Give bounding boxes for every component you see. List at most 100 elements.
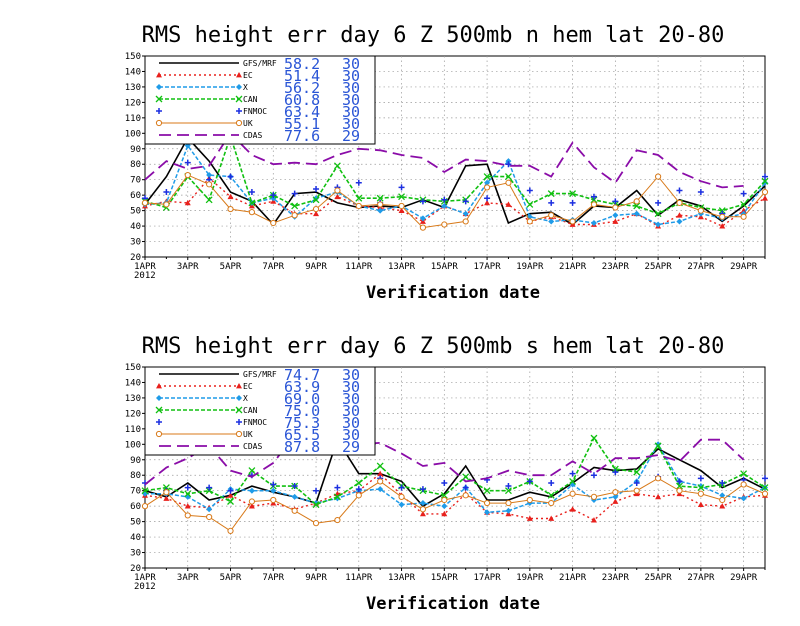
legend-series-name: UK [243, 119, 253, 128]
data-point [312, 205, 320, 213]
data-point [762, 179, 768, 186]
data-point [334, 193, 341, 200]
data-point [291, 212, 298, 219]
legend-series-mean: 60.8 [284, 91, 320, 109]
legend-series-count: 30 [342, 55, 360, 73]
data-point [505, 158, 512, 165]
data-point [484, 199, 491, 206]
data-point [740, 481, 747, 488]
data-point [548, 479, 555, 486]
y-tick-label: 140 [125, 378, 141, 388]
data-point [156, 108, 162, 114]
data-point [236, 383, 242, 389]
legend-series-count: 30 [342, 426, 360, 444]
series-gfs-mrf [144, 136, 766, 226]
data-point [313, 210, 320, 217]
x-tick-label: 17APR [474, 262, 502, 272]
data-point [156, 383, 162, 389]
data-point [419, 506, 427, 513]
data-point [419, 500, 426, 507]
data-point [270, 481, 277, 488]
data-point [719, 213, 726, 220]
x-tick-label: 7APR [262, 262, 284, 272]
data-point [526, 200, 534, 208]
data-point [398, 207, 405, 214]
data-point [548, 499, 555, 507]
data-point [291, 507, 298, 514]
data-point [484, 509, 491, 516]
data-point [462, 198, 469, 205]
data-point [398, 501, 405, 508]
legend-series-mean: 51.4 [284, 67, 320, 85]
data-point [697, 490, 704, 497]
data-point [590, 493, 598, 500]
data-point [697, 475, 704, 482]
data-point [163, 489, 170, 496]
data-point [441, 479, 448, 486]
series-line [144, 437, 766, 508]
legend-series-name: CAN [243, 406, 258, 415]
data-point [313, 185, 320, 192]
data-point [312, 520, 320, 527]
data-point [333, 493, 341, 501]
data-point [761, 177, 769, 185]
legend-series-name: GFS/MRF [243, 370, 277, 379]
data-point [334, 187, 341, 194]
data-point [740, 200, 748, 208]
y-tick-label: 120 [125, 409, 141, 419]
legend-series-name: EC [243, 71, 253, 80]
data-point [526, 478, 533, 485]
data-point [505, 499, 512, 507]
data-point [548, 218, 555, 225]
data-point [236, 84, 242, 90]
data-point [291, 483, 298, 490]
series-line [144, 133, 766, 215]
data-point [398, 202, 405, 210]
series-line [145, 442, 766, 514]
data-point [505, 507, 512, 514]
data-point [590, 434, 598, 442]
y-tick-label: 100 [125, 440, 141, 450]
y-tick-label: 60 [130, 191, 141, 201]
data-point [419, 510, 426, 517]
x-tick-label: 9APR [305, 573, 327, 583]
data-point [484, 195, 491, 202]
y-tick-label: 110 [125, 114, 141, 124]
data-point [419, 215, 426, 222]
data-point [227, 492, 234, 498]
data-point [184, 503, 191, 509]
data-point [206, 506, 213, 513]
series-line [144, 472, 766, 521]
data-point [206, 181, 213, 188]
data-point [655, 475, 662, 482]
data-point [441, 196, 448, 203]
legend-series-mean: 55.1 [284, 115, 320, 133]
data-point [740, 207, 747, 214]
y-tick-label: 150 [125, 363, 141, 373]
series-ec [142, 470, 768, 523]
data-point [206, 513, 213, 521]
data-point [655, 221, 662, 228]
data-point [163, 495, 170, 501]
data-point [377, 478, 384, 485]
data-point [740, 495, 747, 502]
data-point [762, 195, 768, 201]
data-point [270, 487, 277, 494]
x-tick-label: 9APR [305, 262, 327, 272]
legend-series-name: CDAS [243, 442, 262, 451]
legend-series-count: 29 [342, 127, 360, 145]
data-point [740, 190, 747, 197]
data-point [676, 478, 683, 485]
data-point [719, 223, 726, 229]
data-point [697, 501, 704, 508]
y-tick-label: 150 [125, 52, 141, 62]
series-cdas [144, 131, 744, 189]
legend-series-name: CDAS [243, 131, 262, 140]
legend: GFS/MRF 74.7 30 EC 63.9 30 X 69.0 30 CAN 75.0 30 FNM… [144, 366, 376, 456]
data-point [248, 503, 255, 509]
legend-series-count: 30 [342, 366, 360, 384]
x-tick-label: 15APR [431, 262, 459, 272]
data-point [355, 202, 362, 210]
data-point [184, 199, 191, 206]
